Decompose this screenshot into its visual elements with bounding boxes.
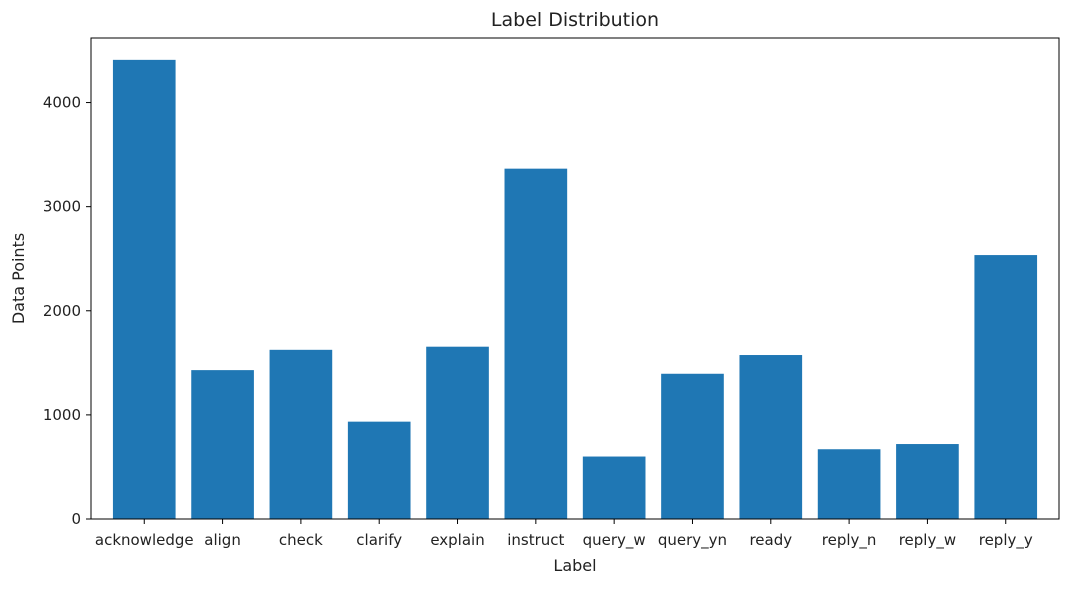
bar-query_yn: [661, 373, 724, 519]
y-tick-label: 2000: [43, 302, 81, 320]
bar-ready: [739, 355, 803, 519]
x-tick-label: check: [279, 531, 323, 549]
x-tick-label: reply_n: [822, 531, 877, 550]
bar-query_w: [582, 456, 646, 519]
x-tick-label: align: [204, 531, 241, 549]
x-tick-label: query_yn: [658, 531, 727, 550]
bar-reply_y: [974, 255, 1038, 519]
y-tick-label: 4000: [43, 94, 81, 112]
bar-check: [269, 349, 333, 519]
x-tick-label: query_w: [583, 531, 646, 550]
y-tick-label: 0: [71, 510, 81, 528]
x-tick-label: acknowledge: [95, 531, 194, 549]
plot-frame: [90, 37, 1060, 520]
y-tick-label: 1000: [43, 406, 81, 424]
bar-align: [191, 370, 254, 519]
x-tick-label: clarify: [356, 531, 402, 549]
bar-reply_w: [896, 444, 959, 519]
x-axis-title: Label: [553, 556, 596, 575]
bar-explain: [426, 346, 489, 519]
x-tick-label: instruct: [507, 531, 564, 549]
bar-acknowledge: [112, 59, 176, 519]
y-axis-title: Data Points: [9, 233, 28, 324]
x-tick-label: ready: [749, 531, 792, 549]
chart-title: Label Distribution: [491, 9, 659, 31]
bars-layer: [112, 59, 1038, 519]
x-tick-label: reply_w: [899, 531, 956, 550]
y-tick-label: 3000: [43, 198, 81, 216]
bar-clarify: [347, 421, 411, 519]
x-tick-label: explain: [430, 531, 484, 549]
bar-instruct: [504, 168, 568, 519]
bar-reply_n: [817, 449, 881, 519]
x-tick-label: reply_y: [979, 531, 1033, 550]
ticks-layer: acknowledge align check clarify explain instr…: [43, 94, 1033, 550]
